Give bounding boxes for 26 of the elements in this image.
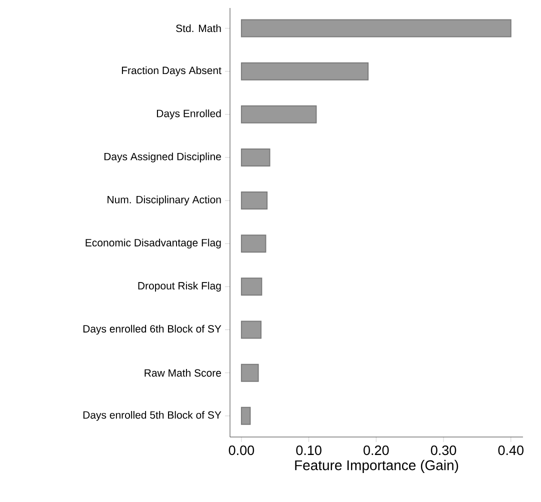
y-tick-label: Fraction Days Absent [122,66,222,76]
bar [240,234,266,253]
x-tick-label: 0.20 [364,446,389,456]
y-tick-label: Days Enrolled [156,109,221,120]
y-tick-label: Raw Math Score [144,368,221,377]
y-tick-label: Economic Disadvantage Flag [86,238,221,248]
bar [240,62,369,80]
bar [240,148,270,166]
y-tick-label: Days enrolled 5th Block of SY [83,411,222,421]
bar [240,320,262,339]
y-tick-label: Days Assigned Discipline [104,152,221,162]
y-tick-label: Std. Math [176,24,221,32]
x-tick-label: 0.10 [296,446,322,456]
bar [240,19,512,38]
bar [240,105,317,124]
x-tick-label: 0.30 [430,446,456,456]
bar [240,278,262,296]
bar [240,364,259,382]
bar [240,192,268,210]
x-tick-label: 0.00 [228,446,254,456]
bar [240,406,251,425]
x-axis-title: Feature Importance (Gain) [295,460,458,473]
x-tick-label: 0.40 [498,446,524,456]
y-tick-label: Num. Disciplinary Action [108,196,221,206]
y-tick-label: Dropout Risk Flag [138,282,221,292]
y-tick-label: Days enrolled 6th Block of SY [83,324,222,335]
